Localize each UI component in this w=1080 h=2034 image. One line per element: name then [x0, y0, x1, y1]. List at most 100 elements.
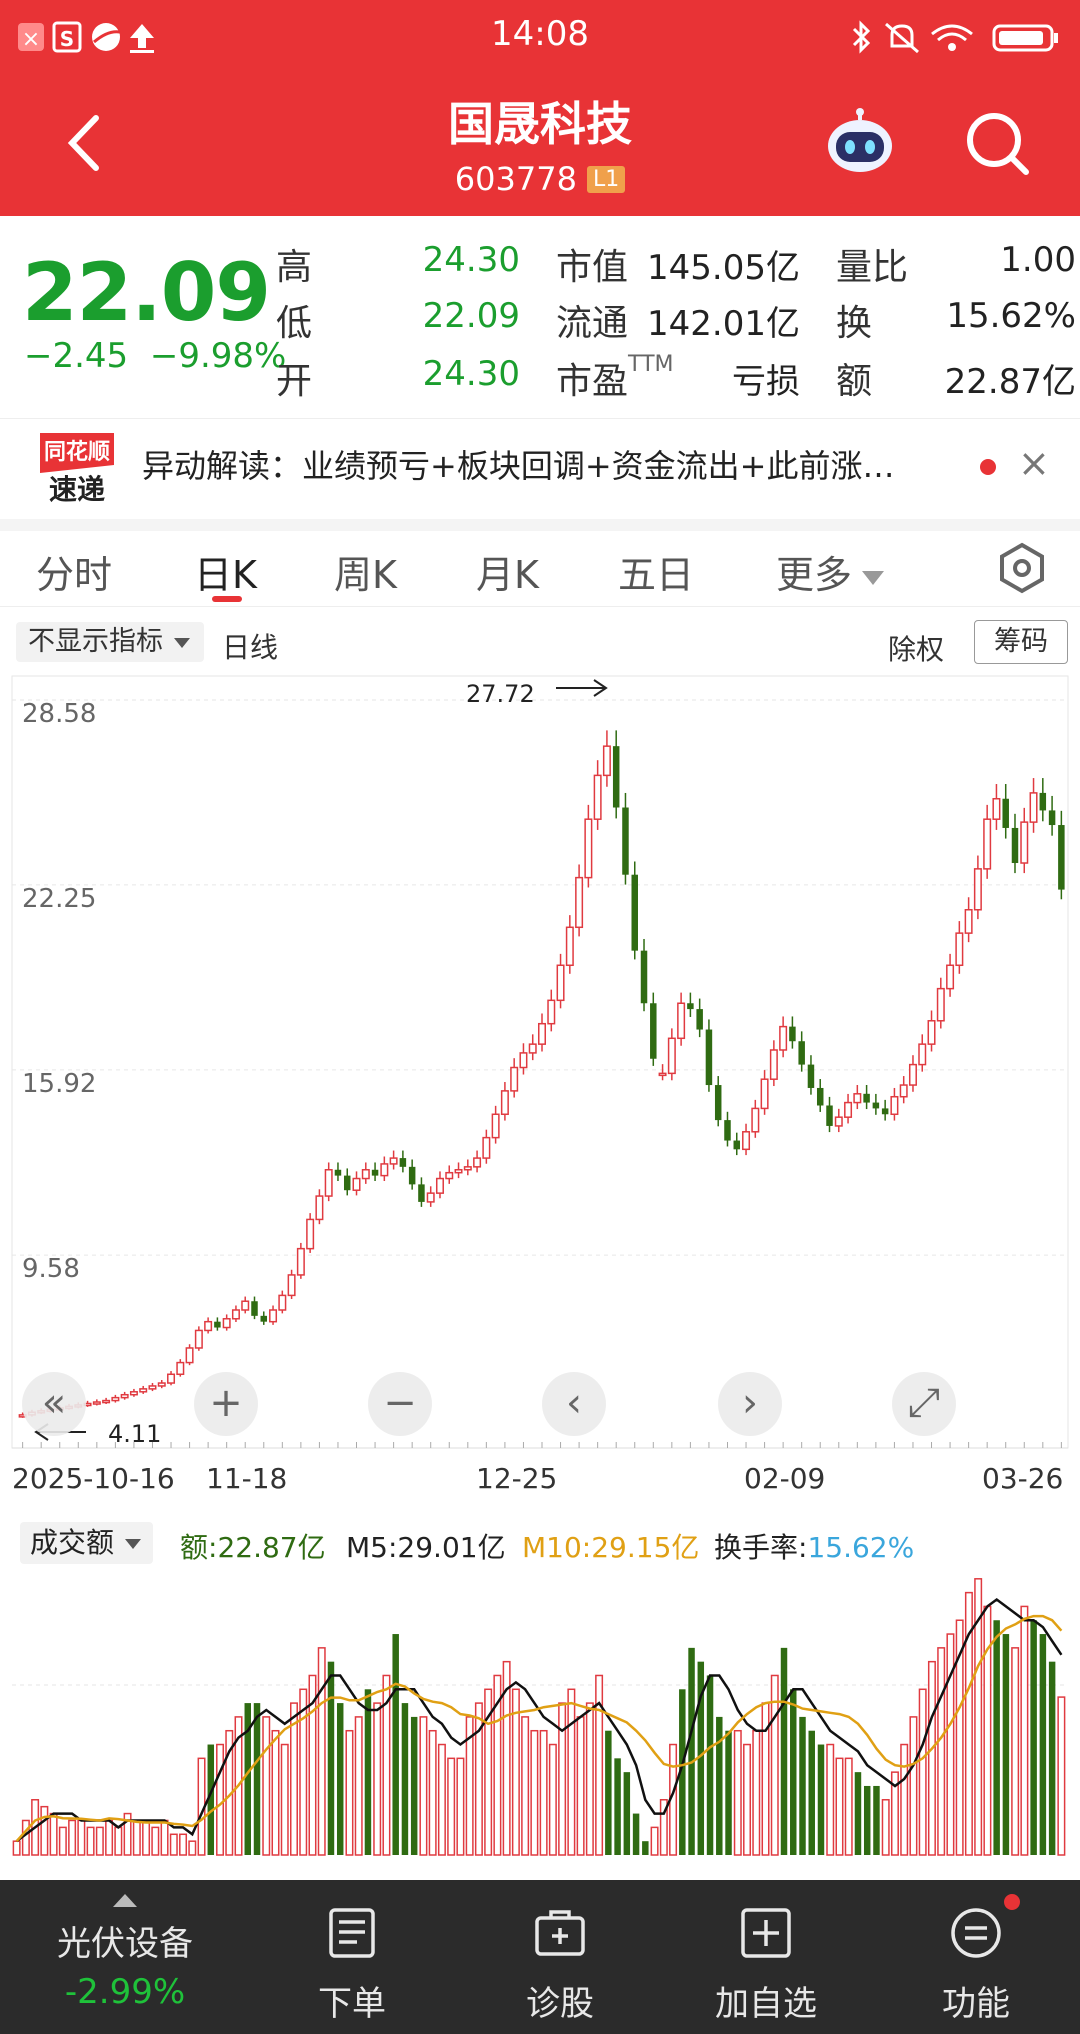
candle-body [296, 1247, 305, 1276]
functions-button[interactable]: 功能 [896, 1880, 1056, 2034]
volume-bar [530, 1729, 539, 1856]
back-button[interactable] [60, 108, 110, 178]
add-watchlist-button[interactable]: 加自选 [686, 1880, 846, 2034]
candle-body [139, 1388, 148, 1393]
sector-widget[interactable]: 光伏设备 -2.99% [0, 1880, 250, 2034]
caret-down-icon [173, 637, 190, 648]
tab-five-day[interactable]: 五日 [618, 553, 695, 597]
candle-body [724, 1120, 731, 1141]
hexagon-settings-icon[interactable] [996, 542, 1048, 594]
menu-circle-icon [951, 1908, 1001, 1958]
price-change: −2.45 −9.98% [24, 336, 286, 376]
volume-bar [58, 1826, 67, 1856]
candle-body [231, 1309, 240, 1320]
volume-bar [974, 1578, 983, 1856]
candle-body [973, 868, 982, 911]
candle-body [352, 1177, 361, 1191]
amount-value: 22.87亿 [217, 1531, 326, 1564]
news-logo-line2: 速递 [49, 473, 105, 506]
candle-body [565, 926, 574, 967]
m10-line [15, 1614, 1063, 1843]
volume-bar [558, 1702, 567, 1856]
label-market-cap: 市值 [556, 247, 629, 288]
chips-button[interactable]: 筹码 [974, 620, 1068, 664]
m5-name: M5 [346, 1531, 388, 1564]
volume-bar [474, 1702, 483, 1856]
news-headline[interactable]: 异动解读：业绩预亏+板块回调+资金流出+此前涨… [142, 447, 895, 485]
candle-body [380, 1163, 389, 1177]
news-close-button[interactable]: × [1018, 441, 1050, 485]
tab-weekly-k[interactable]: 周K [334, 553, 397, 597]
candle-body [927, 1020, 936, 1045]
volume-bar [835, 1757, 844, 1856]
date-label-3: 12-25 [476, 1462, 558, 1495]
volume-bar [317, 1647, 326, 1856]
candle-body [510, 1066, 519, 1092]
volume-indicator-dropdown[interactable]: 成交额 [20, 1522, 153, 1564]
search-icon[interactable] [962, 108, 1032, 178]
diagnose-button[interactable]: 诊股 [480, 1880, 640, 2034]
candle-body [556, 964, 565, 1002]
volume-bar [770, 1674, 779, 1856]
tab-more[interactable]: 更多 [776, 544, 888, 599]
volume-bar [1030, 1620, 1037, 1855]
sector-change: -2.99% [64, 1972, 186, 2012]
candle-body [473, 1157, 482, 1168]
scroll-right-button[interactable]: › [718, 1372, 782, 1436]
volume-bar [752, 1729, 761, 1856]
candlestick-chart[interactable]: 27.72 4.11 28.58 22.25 15.92 9.58 [0, 670, 1080, 1460]
volume-bar [623, 1772, 631, 1855]
zoom-out-button[interactable]: − [368, 1372, 432, 1436]
m5-stat: M5:29.01亿 [346, 1531, 506, 1564]
fullscreen-button[interactable]: ⤢ [892, 1372, 956, 1436]
candle-body [872, 1102, 880, 1109]
candle-body [1002, 798, 1009, 828]
period-tabs: 分时 日K 周K 月K 五日 更多 [0, 530, 1080, 607]
volume-bar [169, 1833, 178, 1856]
candle-body [593, 774, 602, 820]
indicator-dropdown[interactable]: 不显示指标 [16, 622, 204, 662]
volume-bar [808, 1730, 815, 1855]
volume-bars [12, 1578, 1066, 1856]
order-button[interactable]: 下单 [272, 1880, 432, 2034]
candle-body [538, 1022, 546, 1045]
volume-bar [890, 1771, 899, 1856]
diagnose-label: 诊股 [526, 1984, 594, 2024]
scroll-start-button[interactable]: « [22, 1372, 86, 1436]
zoom-in-button[interactable]: + [194, 1372, 258, 1436]
status-time: 14:08 [491, 14, 589, 54]
volume-chart[interactable] [0, 1505, 1080, 1865]
volume-bar [790, 1689, 797, 1855]
candle-body [389, 1157, 398, 1165]
status-bar: × S 14:08 [0, 0, 1080, 74]
candle-body [705, 1029, 713, 1086]
volume-bar [179, 1833, 188, 1856]
candle-body [779, 1025, 788, 1051]
candle-body [315, 1195, 324, 1221]
min-price-label: 4.11 [108, 1420, 161, 1448]
candle-body [687, 1003, 694, 1010]
candle-body [631, 874, 638, 951]
candle-body [148, 1385, 157, 1390]
volume-bar [706, 1675, 714, 1855]
volume-bar [336, 1703, 344, 1855]
candle-body [742, 1131, 751, 1151]
adjust-toggle[interactable]: 除权 [888, 633, 945, 666]
tab-intraday[interactable]: 分时 [36, 553, 113, 597]
candle-body [640, 950, 648, 1004]
volume-bar [539, 1729, 548, 1856]
volume-bar [1057, 1696, 1066, 1856]
candle-body [964, 909, 973, 934]
candle-body [751, 1107, 760, 1133]
candle-body [733, 1140, 741, 1150]
volume-bar [253, 1703, 261, 1855]
candle-body [102, 1399, 111, 1404]
robot-assistant-icon[interactable] [822, 108, 898, 178]
volume-bar [484, 1688, 493, 1856]
date-label-end: 03-26 [982, 1462, 1064, 1495]
tab-monthly-k[interactable]: 月K [476, 553, 539, 597]
volume-bar [105, 1819, 114, 1856]
tab-daily-k[interactable]: 日K [194, 553, 257, 597]
news-banner[interactable]: 同花顺 速递 异动解读：业绩预亏+板块回调+资金流出+此前涨… × [0, 418, 1080, 531]
scroll-left-button[interactable]: ‹ [542, 1372, 606, 1436]
